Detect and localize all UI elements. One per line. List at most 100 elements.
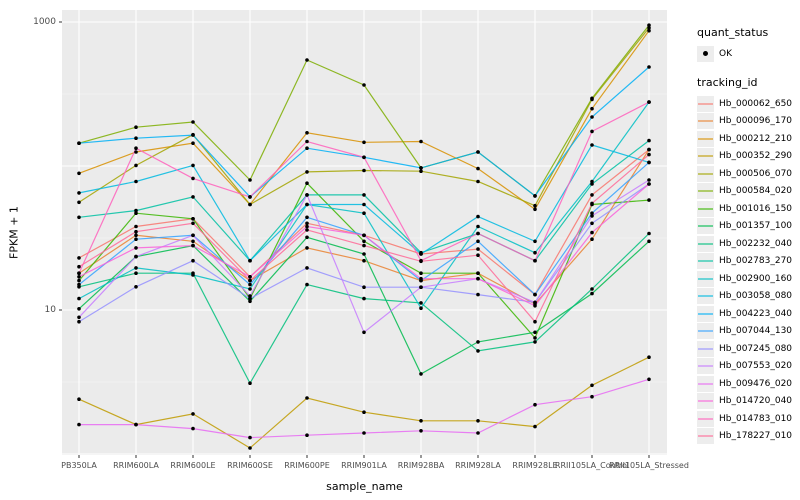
- legend-key-ok: [697, 45, 714, 62]
- data-point: [362, 239, 366, 244]
- legend-item-label: Hb_000584_020: [719, 186, 793, 196]
- data-point: [191, 120, 195, 124]
- data-point: [647, 147, 651, 152]
- x-tick-label: RRII105LA_Stressed: [609, 461, 689, 470]
- legend-item: Hb_002232_040: [697, 235, 800, 252]
- legend-item: Hb_001357_100: [697, 218, 800, 235]
- legend-key: [697, 410, 714, 427]
- data-point: [77, 256, 81, 260]
- legend: quant_status OK tracking_id Hb_000062_65…: [697, 26, 800, 445]
- legend-line-icon: [698, 295, 713, 297]
- data-point: [77, 171, 81, 176]
- legend-line-icon: [698, 382, 713, 385]
- legend-item-label: Hb_000096_170: [719, 116, 793, 126]
- legend-item: Hb_000062_650: [697, 95, 800, 112]
- data-point: [134, 285, 138, 289]
- data-point: [77, 141, 81, 145]
- data-point: [305, 193, 309, 197]
- data-point: [134, 208, 138, 213]
- data-point: [590, 193, 594, 197]
- data-point: [476, 247, 480, 251]
- data-point: [647, 100, 651, 104]
- legend-key: [697, 358, 714, 374]
- legend-line-icon: [698, 207, 713, 210]
- x-tick-label: RRIM600SE: [227, 461, 273, 470]
- legend-item-label: Hb_000352_290: [719, 151, 793, 161]
- legend-item-label: Hb_007553_020: [719, 361, 793, 371]
- data-point: [77, 271, 81, 276]
- data-point: [77, 282, 81, 287]
- data-point: [248, 275, 252, 279]
- data-point: [647, 26, 651, 30]
- x-tick-label: RRIM600LE: [170, 461, 216, 470]
- data-point: [77, 307, 81, 311]
- legend-item: Hb_004223_040: [697, 305, 800, 322]
- data-point: [533, 304, 537, 308]
- legend-key: [697, 148, 714, 164]
- legend-item-label: Hb_014720_040: [719, 396, 793, 406]
- data-point: [647, 138, 651, 143]
- data-point: [590, 291, 594, 296]
- legend-item-label: Hb_002900_160: [719, 273, 793, 284]
- data-point: [77, 278, 81, 283]
- data-point: [476, 419, 480, 423]
- data-point: [77, 275, 81, 279]
- data-point: [590, 201, 594, 206]
- point-icon: [703, 50, 708, 56]
- data-point: [533, 194, 537, 198]
- legend-item-label: Hb_000506_070: [719, 168, 793, 179]
- legend-item-ok: OK: [697, 45, 800, 62]
- legend-item: Hb_014783_010: [697, 410, 800, 427]
- data-point: [305, 235, 309, 240]
- data-point: [647, 231, 651, 236]
- data-point: [134, 125, 138, 129]
- legend-item: Hb_000506_070: [697, 165, 800, 182]
- data-point: [590, 96, 594, 101]
- legend-item-label: Hb_007245_080: [719, 343, 793, 354]
- legend-key: [697, 218, 714, 234]
- data-point: [647, 198, 651, 202]
- data-point: [191, 176, 195, 181]
- data-point: [533, 250, 537, 255]
- x-axis-title: sample_name: [326, 480, 403, 493]
- data-point: [590, 106, 594, 111]
- data-point: [419, 169, 423, 173]
- data-point: [362, 410, 366, 415]
- data-point: [533, 336, 537, 340]
- data-point: [77, 397, 81, 402]
- data-point: [533, 258, 537, 263]
- legend-line-icon: [698, 242, 713, 245]
- data-point: [191, 426, 195, 431]
- data-point: [305, 396, 309, 400]
- data-point: [248, 278, 252, 283]
- legend-item: Hb_002783_270: [697, 253, 800, 270]
- legend-item: Hb_178227_010: [697, 428, 800, 445]
- legend-line-icon: [698, 417, 713, 420]
- data-point: [590, 383, 594, 388]
- legend-key: [697, 270, 714, 287]
- data-point: [134, 254, 138, 259]
- data-point: [191, 141, 195, 145]
- legend-item: Hb_000352_290: [697, 148, 800, 165]
- data-point: [362, 243, 366, 248]
- data-point: [305, 224, 309, 229]
- data-point: [533, 424, 537, 429]
- legend-key: [697, 235, 714, 252]
- data-point: [362, 193, 366, 197]
- legend-line-icon: [698, 155, 713, 157]
- data-point: [419, 301, 423, 305]
- x-tick-label: RRIM928LE: [512, 461, 558, 470]
- legend-key: [697, 113, 714, 129]
- legend-title-tracking-id: tracking_id: [697, 76, 758, 89]
- data-point: [647, 182, 651, 186]
- legend-item-label: Hb_001016_150: [719, 203, 793, 214]
- y-tick-label-10: 10: [44, 305, 56, 315]
- legend-item-label: Hb_002232_040: [719, 238, 793, 249]
- data-point: [476, 150, 480, 154]
- y-tick-label-1000: 1000: [33, 17, 56, 27]
- legend-key: [697, 200, 714, 217]
- data-point: [476, 349, 480, 353]
- legend-line-icon: [698, 365, 713, 367]
- data-point: [77, 296, 81, 301]
